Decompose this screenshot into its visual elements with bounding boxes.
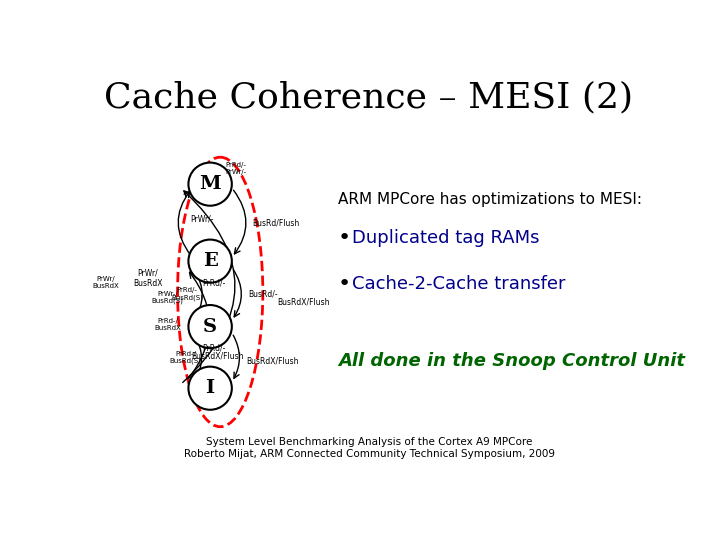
Text: M: M	[199, 175, 221, 193]
Circle shape	[189, 305, 232, 348]
Text: BusRdX/Flush: BusRdX/Flush	[246, 357, 298, 366]
Text: BusRd/Flush: BusRd/Flush	[253, 218, 300, 227]
Circle shape	[189, 367, 232, 410]
Text: BusRd/-: BusRd/-	[248, 289, 278, 299]
Text: BusRdX/Flush: BusRdX/Flush	[192, 352, 244, 360]
Text: PrRd-/
BusRdX: PrRd-/ BusRdX	[154, 318, 181, 331]
Text: ARM MPCore has optimizations to MESI:: ARM MPCore has optimizations to MESI:	[338, 192, 642, 207]
Circle shape	[189, 163, 232, 206]
Text: Roberto Mijat, ARM Connected Community Technical Symposium, 2009: Roberto Mijat, ARM Connected Community T…	[184, 449, 554, 458]
Text: PrRd-/
BusRd(S): PrRd-/ BusRd(S)	[169, 350, 202, 364]
Text: PrRd/-
BusRd(S): PrRd/- BusRd(S)	[171, 287, 203, 301]
Text: PrRd/-
PrWr/-: PrRd/- PrWr/-	[225, 162, 246, 176]
Text: All done in the Snoop Control Unit: All done in the Snoop Control Unit	[338, 352, 685, 370]
Text: PrWr/-: PrWr/-	[191, 214, 214, 224]
Text: S: S	[203, 318, 217, 335]
Text: System Level Benchmarking Analysis of the Cortex A9 MPCore: System Level Benchmarking Analysis of th…	[206, 437, 532, 447]
Text: I: I	[206, 379, 215, 397]
Text: PrWr-/
BusRd(S): PrWr-/ BusRd(S)	[152, 291, 184, 305]
Text: •: •	[338, 274, 351, 294]
Text: •: •	[338, 228, 351, 248]
Text: E: E	[203, 252, 217, 270]
Text: PrRd/-: PrRd/-	[202, 343, 225, 353]
Text: Duplicated tag RAMs: Duplicated tag RAMs	[352, 229, 539, 247]
Text: PrRd/-: PrRd/-	[202, 278, 225, 287]
Text: Cache-2-Cache transfer: Cache-2-Cache transfer	[352, 275, 565, 293]
Text: PrWr/
BusRdX: PrWr/ BusRdX	[133, 269, 163, 288]
Text: BusRdX/Flush: BusRdX/Flush	[277, 297, 329, 306]
Text: Cache Coherence – MESI (2): Cache Coherence – MESI (2)	[104, 80, 634, 114]
Circle shape	[189, 240, 232, 283]
Text: PrWr/
BusRdX: PrWr/ BusRdX	[92, 276, 119, 289]
